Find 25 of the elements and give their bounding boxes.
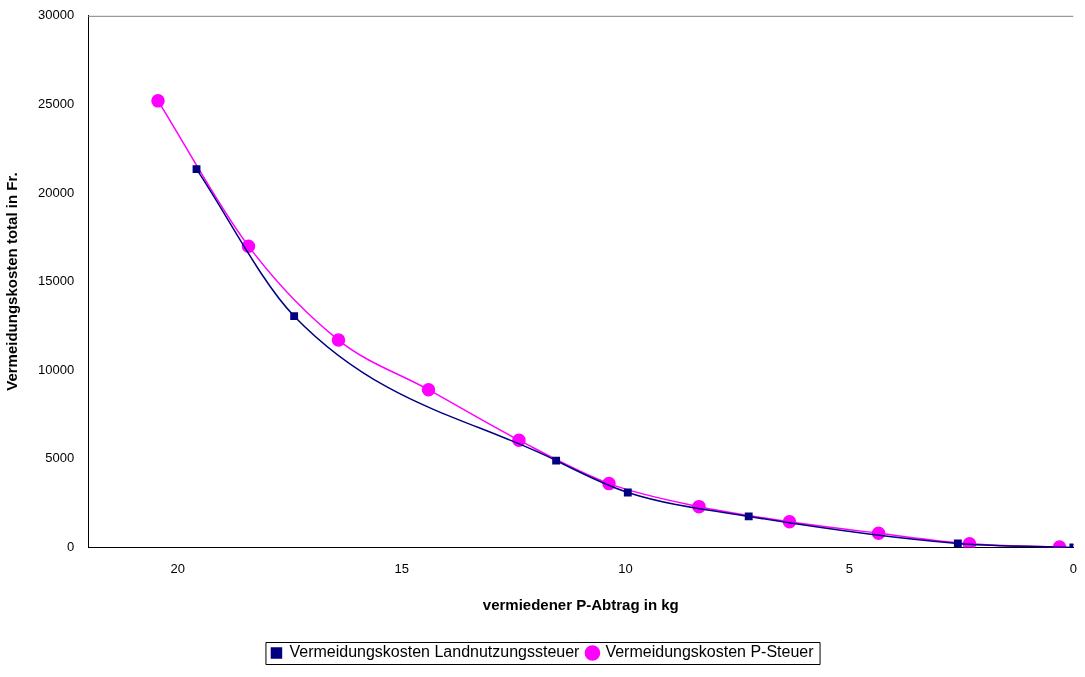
legend-label: Vermeidungskosten Landnutzungssteuer bbox=[289, 643, 581, 661]
y-tick-label: 0 bbox=[66, 538, 75, 554]
point bbox=[623, 488, 632, 497]
x-tick-label: 15 bbox=[394, 560, 409, 576]
y-axis-title: Vermeidungskosten total in Fr. bbox=[3, 172, 21, 391]
y-tick-label: 10000 bbox=[37, 361, 75, 377]
x-tick-label: 0 bbox=[1069, 560, 1077, 576]
y-tick-label: 25000 bbox=[37, 95, 75, 111]
y-tick-label: 15000 bbox=[37, 273, 75, 289]
x-axis-title: vermiedener P-Abtrag in kg bbox=[482, 596, 679, 614]
point bbox=[331, 333, 346, 347]
x-tick-label: 20 bbox=[170, 560, 185, 576]
legend-label: Vermeidungskosten P-Steuer bbox=[605, 643, 815, 661]
point bbox=[151, 94, 165, 108]
x-tick-label: 10 bbox=[618, 560, 633, 576]
point bbox=[290, 312, 299, 321]
x-tick-label: 5 bbox=[845, 560, 854, 576]
point bbox=[953, 539, 962, 548]
y-tick-label: 30000 bbox=[37, 7, 75, 23]
point bbox=[192, 165, 201, 174]
point bbox=[552, 456, 561, 465]
y-tick-label: 5000 bbox=[45, 450, 75, 466]
y-tick-label: 20000 bbox=[37, 184, 75, 200]
point bbox=[744, 512, 753, 521]
point bbox=[421, 382, 436, 397]
